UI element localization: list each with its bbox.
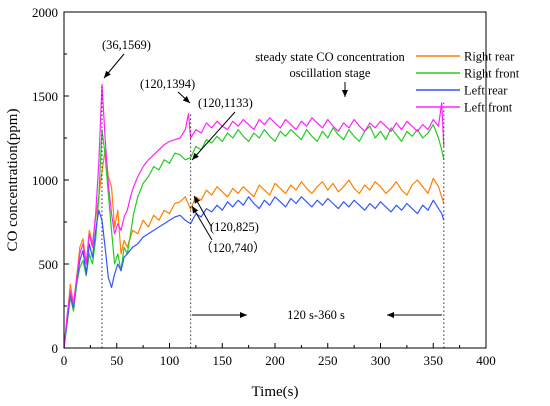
annotations: (36,1569) (120,1394) (120,1133) (120,825… [102, 38, 406, 322]
x-axis-title: Time(s) [252, 384, 299, 400]
y-tick-label-4: 2000 [32, 5, 58, 20]
legend-label-right-front: Right front [464, 67, 520, 81]
x-tick-label-5: 250 [318, 353, 338, 368]
arrow-stage-head [342, 90, 348, 97]
annotation-120-1394: (120,1394) [140, 77, 195, 91]
x-tick-label-6: 300 [371, 353, 391, 368]
x-tick-label-0: 0 [61, 353, 68, 368]
arrow-1394-head [182, 96, 190, 103]
legend-label-left-front: Left front [464, 101, 513, 115]
arrow-1133-head [192, 152, 199, 160]
stage-label-line2: oscillation stage [290, 66, 371, 80]
legend-item-left-rear: Left rear [416, 84, 508, 98]
arrow-740-head [192, 206, 199, 214]
reference-lines [101, 84, 445, 348]
series-line-2 [63, 196, 445, 349]
x-tick-label-1: 50 [110, 353, 123, 368]
x-tick-label-4: 200 [265, 353, 285, 368]
x-tick-label-7: 350 [424, 353, 444, 368]
y-tick-label-0: 0 [52, 341, 59, 356]
axis-ticks: 0 50 100 150 200 250 300 350 400 0 500 1000 1500 2000 [32, 5, 496, 368]
arrow-range-end-head [387, 312, 394, 318]
y-tick-label-2: 1000 [32, 173, 58, 188]
legend: Right rear Right front Left rear Left fr… [416, 50, 520, 115]
legend-item-right-rear: Right rear [416, 50, 515, 64]
range-label: 120 s-360 s [287, 308, 345, 322]
series-line-3 [63, 83, 445, 349]
legend-label-left-rear: Left rear [464, 84, 508, 98]
series-line-1 [63, 124, 445, 349]
y-tick-label-3: 1500 [32, 89, 58, 104]
legend-item-right-front: Right front [416, 67, 520, 81]
legend-label-right-rear: Right rear [464, 50, 515, 64]
annotation-120-825: (120,825) [210, 220, 259, 234]
x-tick-label-2: 100 [160, 353, 180, 368]
arrow-825-head [194, 196, 201, 204]
y-tick-label-1: 500 [39, 257, 59, 272]
arrow-1133-shaft [191, 111, 236, 161]
x-tick-label-3: 150 [213, 353, 233, 368]
annotation-120-1133: (120,1133) [198, 96, 253, 110]
series-layer [63, 83, 445, 349]
y-axis-title: CO concentration(ppm) [5, 109, 21, 252]
arrow-range-start-head [240, 312, 247, 318]
legend-item-left-front: Left front [416, 101, 513, 115]
x-tick-label-8: 400 [476, 353, 496, 368]
annotation-peak-36: (36,1569) [102, 38, 151, 52]
stage-label-line1: steady state CO concentration [255, 50, 405, 64]
arrow-peak-head [104, 70, 111, 78]
annotation-arrows [103, 53, 442, 318]
annotation-120-740: （120,740） [200, 241, 266, 255]
